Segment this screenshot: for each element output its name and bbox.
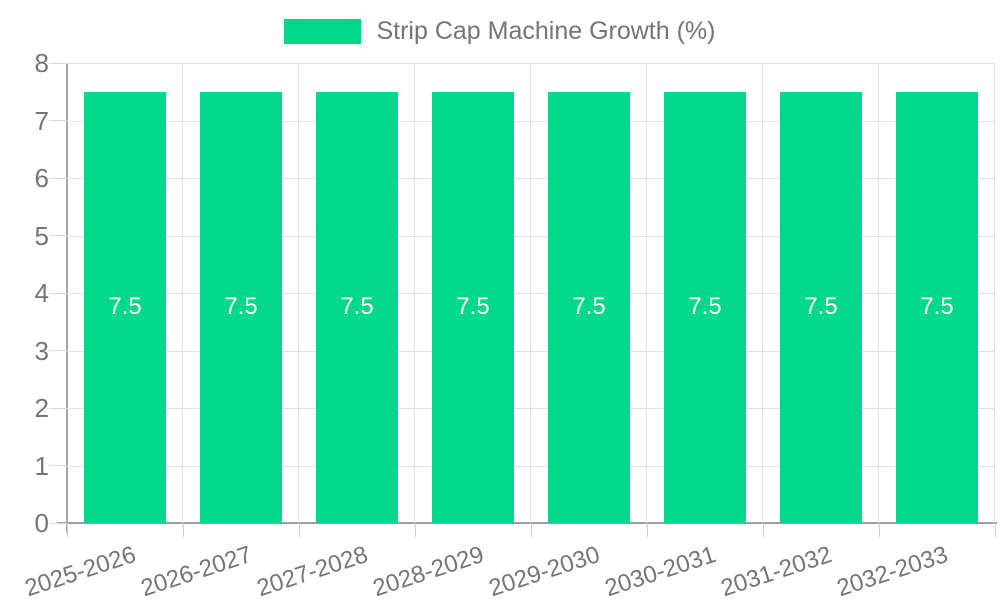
- x-tick-label-2025-2026: 2025-2026: [21, 541, 140, 600]
- x-tick-mark-2: [299, 523, 300, 537]
- v-gridline-7: [878, 63, 879, 523]
- y-tick-label-3: 3: [34, 335, 49, 366]
- y-tick-mark-6: [49, 177, 67, 179]
- bar-value-label: 7.5: [456, 293, 490, 321]
- v-gridline-3: [414, 63, 415, 523]
- bar-value-label: 7.5: [572, 293, 606, 321]
- y-tick-label-0: 0: [34, 508, 49, 538]
- y-tick-mark-3: [49, 350, 67, 351]
- x-tick-mark-3: [415, 523, 416, 537]
- x-tick-mark-1: [183, 523, 184, 537]
- y-tick-mark-0: [49, 522, 67, 524]
- y-tick-label-2: 2: [34, 393, 49, 423]
- bar-2030-2031: 7.5: [664, 91, 746, 523]
- h-gridline-8: [67, 63, 995, 64]
- plot-area: 7.5 7.5 7.5 7.5 7.5 7.5 7.5 7.5: [67, 63, 995, 523]
- x-tick-label-2026-2027: 2026-2027: [137, 541, 256, 600]
- chart-legend[interactable]: Strip Cap Machine Growth (%): [0, 17, 1000, 45]
- bar-2025-2026: 7.5: [84, 91, 166, 523]
- x-tick-label-2029-2030: 2029-2030: [485, 541, 604, 600]
- x-tick-mark-0: [67, 523, 68, 537]
- h-gridline-7: [67, 120, 995, 122]
- x-tick-label-2027-2028: 2027-2028: [253, 541, 372, 600]
- y-tick-mark-5: [49, 235, 67, 236]
- y-tick-mark-7: [49, 120, 67, 121]
- legend-swatch: [284, 18, 362, 44]
- bar-value-label: 7.5: [108, 293, 142, 321]
- bar-value-label: 7.5: [340, 293, 374, 321]
- x-tick-label-2030-2031: 2030-2031: [601, 541, 720, 600]
- x-tick-label-2032-2033: 2032-2033: [833, 541, 952, 600]
- bar-value-label: 7.5: [224, 293, 258, 321]
- bar-value-label: 7.5: [920, 293, 954, 321]
- x-tick-label-2028-2029: 2028-2029: [369, 541, 488, 600]
- y-tick-mark-1: [49, 465, 67, 466]
- x-tick-mark-5: [647, 523, 648, 537]
- bar-2032-2033: 7.5: [896, 91, 978, 523]
- v-gridline-8: [994, 63, 995, 523]
- v-gridline-6: [762, 63, 763, 523]
- legend-label: Strip Cap Machine Growth (%): [376, 17, 716, 45]
- bar-2027-2028: 7.5: [316, 91, 398, 523]
- h-gridline-5: [67, 235, 995, 237]
- x-tick-mark-4: [531, 523, 532, 537]
- v-gridline-1: [182, 63, 183, 523]
- bar-2026-2027: 7.5: [200, 91, 282, 523]
- bar-2028-2029: 7.5: [432, 91, 514, 523]
- h-gridline-4: [67, 293, 995, 294]
- x-tick-label-2031-2032: 2031-2032: [717, 541, 836, 600]
- x-axis-line: [57, 522, 997, 524]
- y-tick-label-8: 8: [34, 48, 49, 78]
- h-gridline-1: [67, 465, 995, 467]
- y-tick-mark-4: [49, 292, 67, 294]
- x-tick-mark-7: [879, 523, 880, 537]
- y-tick-label-6: 6: [34, 163, 49, 193]
- x-tick-mark-6: [763, 523, 764, 537]
- bar-value-label: 7.5: [688, 293, 722, 321]
- h-gridline-3: [67, 350, 995, 352]
- v-gridline-5: [646, 63, 647, 523]
- y-tick-label-5: 5: [34, 220, 49, 251]
- y-tick-label-7: 7: [34, 105, 49, 136]
- y-axis-line: [66, 63, 68, 533]
- h-gridline-2: [67, 408, 995, 409]
- v-gridline-2: [298, 63, 299, 523]
- v-gridline-4: [530, 63, 531, 523]
- bar-2031-2032: 7.5: [780, 91, 862, 523]
- y-tick-label-4: 4: [34, 278, 49, 308]
- y-tick-label-1: 1: [34, 450, 49, 481]
- bar-value-label: 7.5: [804, 293, 838, 321]
- bar-2029-2030: 7.5: [548, 91, 630, 523]
- y-tick-mark-8: [49, 62, 67, 64]
- x-tick-mark-8: [995, 523, 996, 537]
- h-gridline-6: [67, 178, 995, 179]
- y-tick-mark-2: [49, 407, 67, 409]
